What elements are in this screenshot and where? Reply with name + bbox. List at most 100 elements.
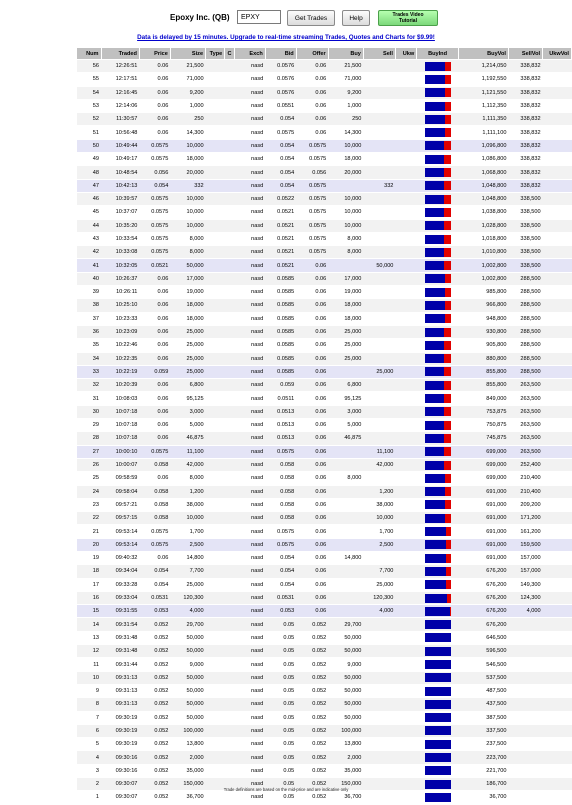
buy-indicator-bar [417,60,459,73]
cell-c [225,738,235,751]
cell-buy: 35,000 [328,764,363,777]
cell-buyvol: 691,000 [458,551,508,564]
cell-sellvol: 338,500 [508,206,542,219]
cell-type [206,272,225,285]
cell-buy: 50,000 [328,711,363,724]
cell-price: 0.058 [139,498,170,511]
sell-volume-bar [444,328,450,337]
buy-volume-bar [425,62,451,71]
cell-c [225,538,235,551]
buy-volume-bar [425,647,451,656]
cell-size: 18,000 [170,299,205,312]
buy-volume-bar [425,500,451,509]
cell-c [225,179,235,192]
cell-ukw [395,618,416,631]
cell-sellvol: 210,400 [508,485,542,498]
cell-sellvol: 338,832 [508,73,542,86]
cell-ukwvol [543,485,572,498]
buy-indicator-bar [417,246,459,259]
cell-price: 0.06 [139,99,170,112]
cell-num: 42 [77,246,102,259]
help-button[interactable]: Help [342,10,370,26]
cell-buy: 19,000 [328,286,363,299]
cell-size: 5,000 [170,419,205,432]
cell-price: 0.052 [139,645,170,658]
cell-exch: nasd [234,232,265,245]
cell-bid: 0.05 [265,658,296,671]
cell-buyvol: 753,875 [458,405,508,418]
cell-price: 0.058 [139,485,170,498]
delay-notice-link[interactable]: Data is delayed by 15 minutes. Upgrade t… [0,34,572,41]
cell-buyvol: 966,800 [458,299,508,312]
cell-type [206,485,225,498]
cell-num: 25 [77,472,102,485]
cell-sellvol: 210,400 [508,472,542,485]
sell-volume-bar [444,261,451,270]
cell-traded: 09:31:13 [101,671,139,684]
buy-indicator-bar [417,764,459,777]
cell-sellvol [508,684,542,697]
cell-exch: nasd [234,259,265,272]
cell-ukw [395,432,416,445]
cell-ukwvol [543,724,572,737]
cell-offer: 0.06 [296,86,328,99]
cell-type [206,445,225,458]
cell-sell [363,153,395,166]
cell-sellvol [508,645,542,658]
cell-ukwvol [543,365,572,378]
buy-indicator-bar [417,419,459,432]
cell-ukw [395,538,416,551]
cell-type [206,525,225,538]
cell-bid: 0.0585 [265,272,296,285]
cell-num: 50 [77,139,102,152]
buy-volume-bar [425,221,451,230]
cell-ukw [395,206,416,219]
cell-ukw [395,153,416,166]
symbol-input[interactable] [237,10,281,24]
column-header-ukwvol: UkwVol [543,48,572,60]
sell-volume-bar [446,554,451,563]
cell-c [225,206,235,219]
sell-volume-bar [444,434,451,443]
cell-buy [328,259,363,272]
cell-buy [328,485,363,498]
cell-c [225,419,235,432]
sell-volume-bar [445,115,451,124]
cell-sellvol [508,631,542,644]
cell-sellvol: 338,832 [508,166,542,179]
get-trades-button[interactable]: Get Trades [287,10,335,26]
cell-buyvol: 985,800 [458,286,508,299]
cell-offer: 0.06 [296,405,328,418]
column-header-buyvol: BuyVol [458,48,508,60]
cell-num: 52 [77,113,102,126]
cell-exch: nasd [234,538,265,551]
cell-c [225,86,235,99]
video-tutorial-button[interactable]: Trades Video Tutorial [378,10,438,26]
cell-type [206,352,225,365]
cell-sell [363,645,395,658]
cell-price: 0.06 [139,272,170,285]
sell-volume-bar [445,62,450,71]
cell-c [225,671,235,684]
cell-traded: 09:30:16 [101,751,139,764]
cell-buyvol: 1,002,800 [458,272,508,285]
cell-num: 36 [77,325,102,338]
cell-offer: 0.06 [296,485,328,498]
cell-ukw [395,525,416,538]
cell-sellvol: 159,500 [508,538,542,551]
cell-ukw [395,738,416,751]
cell-c [225,405,235,418]
cell-num: 26 [77,458,102,471]
cell-ukwvol [543,126,572,139]
cell-ukw [395,419,416,432]
cell-buy: 14,800 [328,551,363,564]
buy-indicator-bar [417,113,459,126]
buy-volume-bar [425,673,451,682]
